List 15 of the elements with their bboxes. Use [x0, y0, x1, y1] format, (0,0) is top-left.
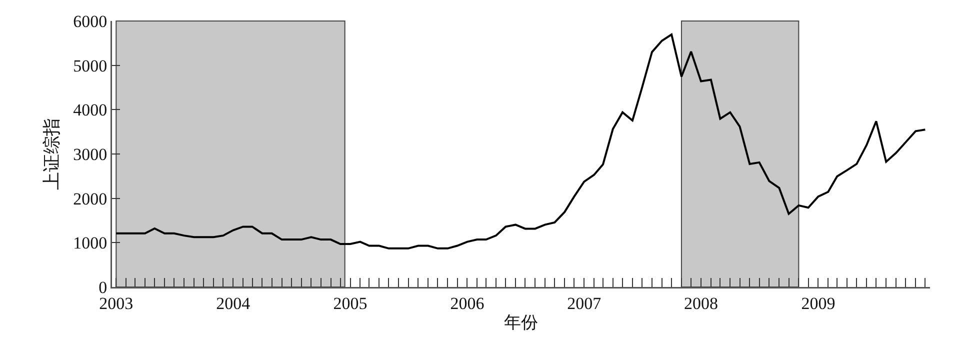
y-tick-label: 4000 — [73, 100, 108, 120]
y-tick-label: 2000 — [73, 189, 108, 208]
y-tick-label: 6000 — [73, 12, 108, 31]
y-tick-label: 5000 — [73, 56, 108, 76]
y-tick-label: 1000 — [73, 234, 108, 253]
y-axis-title: 上证综指 — [42, 118, 62, 190]
x-tick-label: 2007 — [567, 294, 602, 313]
y-tick-label: 3000 — [73, 144, 108, 164]
x-tick-label: 2006 — [450, 294, 484, 313]
x-tick-label: 2005 — [333, 294, 368, 313]
x-tick-label: 2009 — [801, 294, 836, 313]
line-series — [115, 34, 926, 250]
x-tick-label: 2004 — [216, 294, 251, 313]
x-axis-title: 年份 — [504, 313, 538, 332]
x-tick-label: 2008 — [684, 294, 718, 313]
